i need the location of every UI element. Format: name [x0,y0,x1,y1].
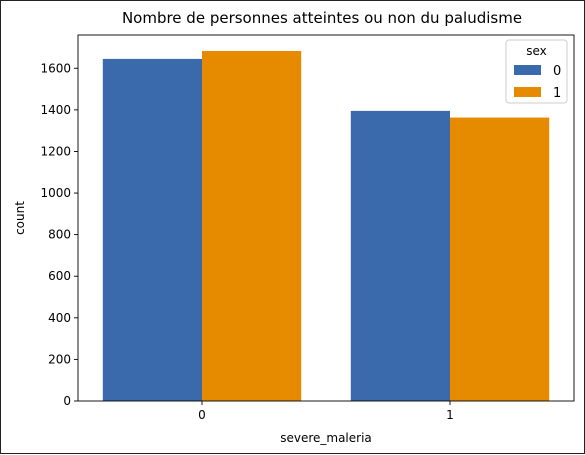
y-tick-label: 0 [63,394,71,408]
x-axis-label: severe_maleria [280,431,372,445]
y-tick-label: 1400 [40,103,71,117]
legend-label-1: 1 [553,86,561,101]
legend-label-0: 0 [553,64,561,79]
bar-sex-0-cat-0 [102,58,202,401]
bar-sex-1-cat-0 [202,51,302,401]
legend: sex 0 1 [505,39,568,104]
y-tick-label: 200 [48,352,71,366]
y-tick-label: 600 [48,269,71,283]
y-tick-label: 1600 [40,61,71,75]
legend-swatch-1 [514,87,541,97]
plot-area: 0 200 400 600 800 1000 1200 1400 1600 0 1 [40,34,575,422]
y-tick-label: 1200 [40,144,71,158]
y-tick-label: 1000 [40,186,71,200]
bar-sex-0-cat-1 [350,110,450,402]
y-tick-label: 400 [48,311,71,325]
y-axis-label: count [13,201,27,235]
x-tick-label: 1 [446,408,454,422]
axes-frame [77,34,575,402]
x-tick-label: 0 [198,408,206,422]
legend-swatch-0 [514,65,541,75]
bar-sex-1-cat-1 [450,117,550,401]
y-tick-label: 800 [48,228,71,242]
chart-title: Nombre de personnes atteintes ou non du … [122,9,522,27]
legend-title: sex [526,44,547,58]
